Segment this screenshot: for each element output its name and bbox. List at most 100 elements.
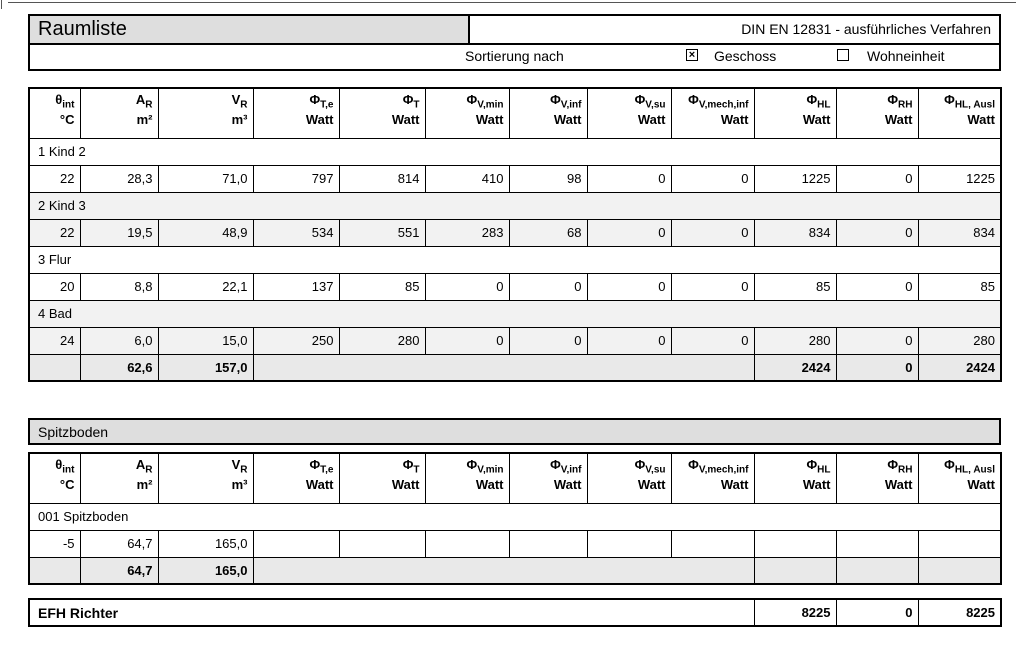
cell-phi-hl-ausl: 280 — [917, 326, 1002, 355]
col-volume: VR m³ — [157, 452, 254, 504]
cell-theta: -5 — [28, 529, 81, 558]
column-header-row: θint °C AR m² VR m³ ΦT,e Watt ΦT Watt ΦV,min W… — [28, 87, 1002, 139]
cell-phi-vinf: 0 — [508, 272, 588, 301]
subtotal-phi-rh — [835, 556, 919, 585]
cell-phi-rh: 0 — [835, 164, 919, 193]
cell-theta: 22 — [28, 164, 81, 193]
col-phi-te: ΦT,e Watt — [252, 452, 340, 504]
report-header: Raumliste DIN EN 12831 - ausführliches V… — [28, 14, 1001, 71]
col-phi-vmin: ΦV,min Watt — [424, 452, 510, 504]
cell-theta: 24 — [28, 326, 81, 355]
cell-theta: 20 — [28, 272, 81, 301]
col-phi-vmechinf: ΦV,mech,inf Watt — [670, 452, 755, 504]
cell-phi-hl-ausl — [917, 529, 1002, 558]
cell-phi-rh: 0 — [835, 272, 919, 301]
col-phi-hl-ausl: ΦHL, Ausl Watt — [917, 87, 1002, 139]
subtotal-phi-hl-ausl: 2424 — [917, 353, 1002, 382]
room-name-row: 1 Kind 2 — [28, 137, 1002, 166]
room-table-geschoss-1: θint °C AR m² VR m³ ΦT,e Watt ΦT Watt ΦV,min W… — [28, 87, 1002, 382]
cell-phi-hl: 85 — [753, 272, 837, 301]
col-volume: VR m³ — [157, 87, 254, 139]
cell-phi-vmin — [424, 529, 510, 558]
report-header-top: Raumliste DIN EN 12831 - ausführliches V… — [30, 16, 999, 45]
building-total: EFH Richter 8225 0 8225 — [28, 598, 1002, 627]
cell-phi-hl-ausl: 85 — [917, 272, 1002, 301]
checkbox-wohneinheit[interactable] — [837, 49, 849, 61]
cell-phi-vmechinf — [670, 529, 755, 558]
cell-phi-te: 534 — [252, 218, 340, 247]
cell-area: 28,3 — [79, 164, 159, 193]
subtotal-theta — [28, 556, 81, 585]
col-phi-rh: ΦRH Watt — [835, 452, 919, 504]
cell-phi-hl: 280 — [753, 326, 837, 355]
sort-row: Sortierung nach × Geschoss Wohneinheit — [30, 45, 999, 69]
subtotal-phi-hl-ausl — [917, 556, 1002, 585]
room-name-row: 2 Kind 3 — [28, 191, 1002, 220]
checkbox-wohneinheit-label: Wohneinheit — [867, 48, 945, 64]
cell-phi-hl: 1225 — [753, 164, 837, 193]
room-name: 3 Flur — [28, 245, 1002, 274]
room-values-row: 24 6,0 15,0 250 280 0 0 0 0 280 0 280 — [28, 326, 1002, 355]
cell-phi-vmechinf: 0 — [670, 218, 755, 247]
building-total-row: EFH Richter 8225 0 8225 — [28, 598, 1002, 627]
room-values-row: 20 8,8 22,1 137 85 0 0 0 0 85 0 85 — [28, 272, 1002, 301]
col-phi-vmechinf: ΦV,mech,inf Watt — [670, 87, 755, 139]
subtotal-row: 62,6 157,0 2424 0 2424 — [28, 353, 1002, 382]
cell-area: 8,8 — [79, 272, 159, 301]
col-phi-t: ΦT Watt — [338, 87, 426, 139]
section-bar-spitzboden: Spitzboden — [28, 418, 1001, 445]
col-phi-vsu: ΦV,su Watt — [586, 452, 672, 504]
col-phi-hl-ausl: ΦHL, Ausl Watt — [917, 452, 1002, 504]
subtotal-phi-rh: 0 — [835, 353, 919, 382]
room-name-row: 4 Bad — [28, 299, 1002, 328]
checkbox-geschoss[interactable]: × — [686, 49, 698, 61]
room-values-row: 22 28,3 71,0 797 814 410 98 0 0 1225 0 1… — [28, 164, 1002, 193]
cell-phi-rh: 0 — [835, 326, 919, 355]
checkbox-geschoss-label: Geschoss — [714, 48, 777, 64]
cell-phi-hl — [753, 529, 837, 558]
cell-phi-vsu: 0 — [586, 272, 672, 301]
cell-phi-hl-ausl: 834 — [917, 218, 1002, 247]
col-area: AR m² — [79, 452, 159, 504]
col-phi-vmin: ΦV,min Watt — [424, 87, 510, 139]
room-name: 001 Spitzboden — [28, 502, 1002, 531]
subtotal-row: 64,7 165,0 — [28, 556, 1002, 585]
sort-label: Sortierung nach — [465, 48, 564, 64]
room-name-row: 3 Flur — [28, 245, 1002, 274]
cell-phi-vsu: 0 — [586, 326, 672, 355]
column-header-row: θint °C AR m² VR m³ ΦT,e Watt ΦT Watt ΦV,min W… — [28, 452, 1002, 504]
room-name: 1 Kind 2 — [28, 137, 1002, 166]
col-phi-hl: ΦHL Watt — [753, 87, 837, 139]
page-top-edge — [8, 2, 1016, 3]
room-name: 2 Kind 3 — [28, 191, 1002, 220]
cell-phi-vmechinf: 0 — [670, 272, 755, 301]
total-phi-hl-ausl: 8225 — [917, 598, 1002, 627]
total-phi-hl: 8225 — [753, 598, 837, 627]
cell-phi-vmin: 410 — [424, 164, 510, 193]
cell-phi-vinf: 0 — [508, 326, 588, 355]
col-phi-vinf: ΦV,inf Watt — [508, 87, 588, 139]
cell-volume: 15,0 — [157, 326, 254, 355]
cell-phi-t: 814 — [338, 164, 426, 193]
subtotal-spacer — [252, 556, 755, 585]
cell-phi-vinf — [508, 529, 588, 558]
cell-phi-te: 250 — [252, 326, 340, 355]
cell-phi-rh — [835, 529, 919, 558]
subtotal-phi-hl — [753, 556, 837, 585]
building-name: EFH Richter — [28, 598, 755, 627]
subtotal-area: 64,7 — [79, 556, 159, 585]
cell-phi-vmin: 283 — [424, 218, 510, 247]
col-phi-vinf: ΦV,inf Watt — [508, 452, 588, 504]
col-phi-vsu: ΦV,su Watt — [586, 87, 672, 139]
cell-phi-te: 137 — [252, 272, 340, 301]
col-area: AR m² — [79, 87, 159, 139]
subtotal-phi-hl: 2424 — [753, 353, 837, 382]
cell-phi-vmechinf: 0 — [670, 326, 755, 355]
cell-volume: 165,0 — [157, 529, 254, 558]
cell-area: 64,7 — [79, 529, 159, 558]
room-name-row: 001 Spitzboden — [28, 502, 1002, 531]
room-table-spitzboden: θint °C AR m² VR m³ ΦT,e Watt ΦT Watt ΦV,min W… — [28, 452, 1002, 585]
page-left-edge — [1, 0, 2, 9]
cell-phi-hl-ausl: 1225 — [917, 164, 1002, 193]
cell-phi-hl: 834 — [753, 218, 837, 247]
